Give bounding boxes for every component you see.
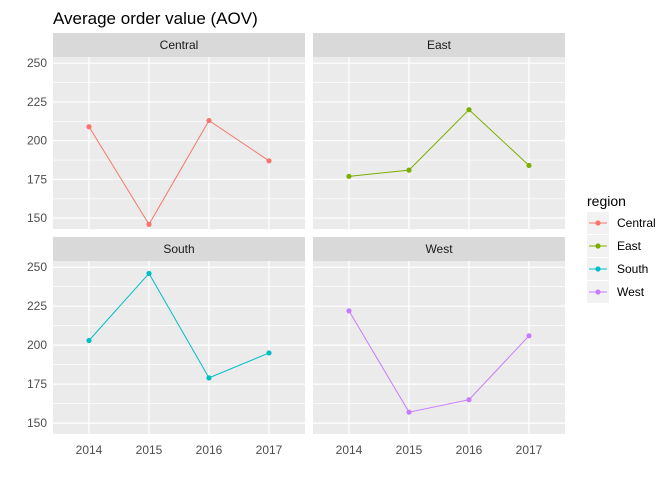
- data-point: [206, 117, 212, 124]
- legend-label: South: [617, 262, 648, 276]
- data-point: [86, 124, 92, 130]
- data-point: [146, 270, 152, 277]
- facet-panel-south: South 150 175 200 225 250 2014 2015 2016 2017: [27, 237, 305, 457]
- x-tick-label: 2017: [256, 443, 283, 457]
- data-point: [206, 375, 212, 381]
- y-tick-label: 225: [27, 299, 47, 313]
- data-point: [466, 107, 472, 113]
- data-point: [266, 350, 272, 356]
- series-line-west: [348, 310, 530, 413]
- data-point: [266, 158, 272, 164]
- series-line-south: [88, 272, 270, 379]
- x-tick-label: 2015: [396, 443, 423, 457]
- data-point: [526, 162, 532, 169]
- facet-strip: [313, 33, 565, 57]
- legend: region Central East South West: [587, 193, 656, 303]
- x-tick-label: 2015: [136, 443, 163, 457]
- facet-strip-label: East: [427, 38, 452, 52]
- facet-strip-label: Central: [160, 38, 199, 52]
- data-point: [466, 397, 472, 403]
- facet-panel-central: Central 150 175 200 225 250: [27, 33, 305, 229]
- data-point: [146, 221, 152, 227]
- facet-strip-label: South: [163, 242, 194, 256]
- y-tick-label: 175: [27, 377, 47, 391]
- legend-key-point: [595, 220, 601, 226]
- data-point: [86, 337, 92, 344]
- chart-title: Average order value (AOV): [53, 9, 258, 28]
- series-line-central: [88, 119, 270, 226]
- data-point: [406, 409, 412, 415]
- legend-key-point: [595, 289, 601, 295]
- facet-strip: [53, 237, 305, 261]
- x-tick-label: 2017: [516, 443, 543, 457]
- x-tick-label: 2016: [456, 443, 483, 457]
- y-tick-label: 200: [27, 338, 47, 352]
- data-point: [346, 308, 352, 314]
- data-point: [406, 167, 412, 173]
- data-point: [346, 173, 352, 179]
- data-point: [526, 333, 532, 339]
- x-tick-label: 2014: [336, 443, 363, 457]
- y-tick-label: 175: [27, 172, 47, 186]
- y-tick-label: 150: [27, 211, 47, 225]
- legend-label: West: [617, 285, 645, 299]
- legend-item-east: East: [587, 235, 642, 257]
- x-tick-label: 2014: [76, 443, 103, 457]
- legend-label: Central: [617, 216, 656, 230]
- facet-strip-label: West: [425, 242, 453, 256]
- facet-strip: [53, 33, 305, 57]
- panel-background: [313, 57, 565, 229]
- legend-key-point: [595, 243, 601, 249]
- y-tick-label: 250: [27, 260, 47, 274]
- legend-title: region: [587, 193, 626, 209]
- y-tick-label: 150: [27, 416, 47, 430]
- x-tick-label: 2016: [196, 443, 223, 457]
- y-tick-label: 225: [27, 95, 47, 109]
- panel-background: [53, 57, 305, 229]
- legend-item-central: Central: [587, 212, 656, 234]
- facet-panel-west: West 2014 2015 2016 2017: [313, 237, 565, 457]
- y-tick-label: 250: [27, 56, 47, 70]
- legend-item-west: West: [587, 281, 645, 303]
- legend-label: East: [617, 239, 642, 253]
- panel-background: [313, 261, 565, 434]
- facet-panel-east: East: [313, 33, 565, 229]
- facet-panels: Central 150 175 200 225 250 East South 150 175 200…: [27, 33, 565, 457]
- legend-key-point: [595, 266, 601, 272]
- series-line-east: [348, 108, 530, 177]
- legend-item-south: South: [587, 258, 648, 280]
- facet-strip: [313, 237, 565, 261]
- panel-background: [53, 261, 305, 434]
- y-tick-label: 200: [27, 134, 47, 148]
